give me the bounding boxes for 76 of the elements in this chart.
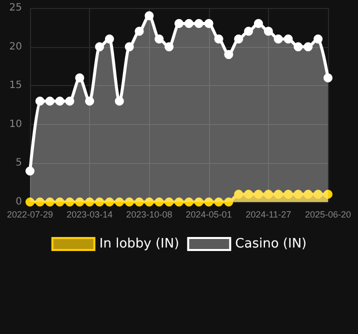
point [204,198,214,206]
x-tick-label: 2025-06-20 [304,210,352,220]
point [174,198,184,206]
point [304,42,313,52]
point [35,198,44,206]
point [214,34,224,44]
point [114,96,124,106]
point [214,198,224,206]
point [95,198,104,206]
point [75,73,84,82]
legend-label: Casino (IN) [235,236,307,252]
point [124,198,134,206]
point [35,96,44,106]
point [274,190,283,199]
point [204,19,214,28]
point [234,34,244,44]
point [194,19,204,28]
point [264,190,273,199]
point [224,198,234,206]
point [95,42,104,52]
point [264,26,273,36]
y-tick-label: 20 [9,41,22,52]
point [75,198,84,206]
point [174,19,184,28]
point [234,190,244,199]
x-tick-label: 2024-05-01 [186,210,232,220]
point [184,198,194,206]
y-tick-label: 10 [9,118,22,130]
point [244,26,254,36]
point [45,96,54,106]
point [324,190,332,199]
point [244,190,254,199]
point [104,198,114,206]
point [85,198,94,206]
point [65,96,74,106]
point [164,198,174,206]
point [124,42,134,52]
x-tick-label: 2022-07-29 [6,210,54,220]
point [254,19,263,28]
x-tick-label: 2024-11-27 [246,210,292,220]
point [254,190,263,199]
x-tick-label: 2023-10-08 [126,210,172,220]
point [104,34,114,44]
point [314,34,323,44]
point [85,96,94,106]
point [45,198,54,206]
point [26,198,34,206]
point [55,96,64,106]
point [65,198,74,206]
point [154,34,164,44]
point [314,190,323,199]
point [294,190,303,199]
point [144,11,154,20]
point [164,42,174,52]
point [194,198,204,206]
point [114,198,124,206]
point [284,190,293,199]
x-tick-label: 2023-03-14 [66,210,113,220]
point [294,42,303,52]
y-tick-label: 0 [16,196,22,208]
point [304,190,313,199]
point [26,166,34,176]
point [324,73,332,82]
legend-label: In lobby (IN) [99,236,180,252]
point [274,34,283,44]
point [134,26,144,36]
point [154,198,164,206]
point [224,50,234,60]
point [184,19,194,28]
y-tick-label: 15 [9,80,22,92]
y-tick-label: 25 [9,2,22,14]
point [134,198,144,206]
point [284,34,293,44]
y-tick-label: 5 [16,158,22,169]
point [144,198,154,206]
point [55,198,64,206]
